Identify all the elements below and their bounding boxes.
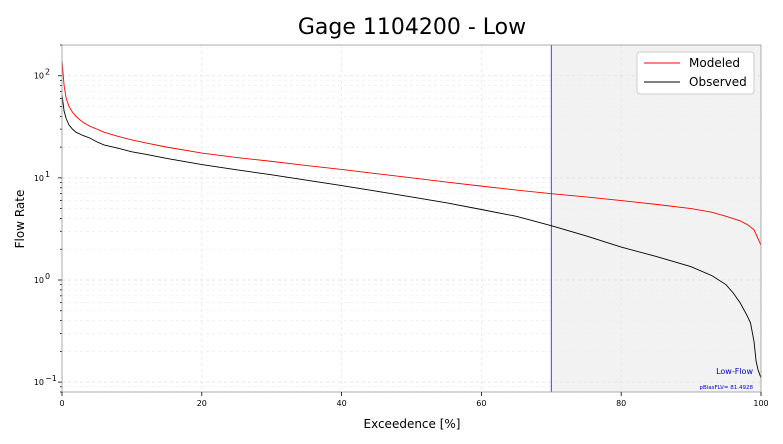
x-tick-label: 100 — [753, 399, 768, 408]
y-axis-label: Flow Rate — [13, 190, 27, 249]
x-tick-label: 80 — [616, 399, 626, 408]
x-tick-label: 60 — [476, 399, 486, 408]
y-tick-exponent: 2 — [45, 68, 50, 77]
low-flow-label: Low-Flow — [716, 367, 753, 376]
plot-frame — [61, 44, 762, 393]
chart-title: Gage 1104200 - Low — [298, 15, 526, 40]
y-tick-label: 10 — [34, 174, 44, 183]
x-tick-label: 40 — [337, 399, 347, 408]
pbias-flv-label: pBiasFLV= 81.4928 — [699, 385, 753, 391]
series-line-observed — [61, 94, 762, 379]
y-tick-label: 10 — [34, 72, 44, 81]
x-axis-label: Exceedence [%] — [363, 417, 460, 431]
y-tick-label: 10 — [34, 276, 44, 285]
legend-label-observed: Observed — [689, 75, 747, 89]
y-tick-exponent: 1 — [45, 170, 50, 179]
x-tick-label: 20 — [197, 399, 207, 408]
series-line-modeled — [61, 60, 762, 246]
y-tick-exponent: −1 — [45, 374, 57, 383]
legend-label-modeled: Modeled — [689, 56, 740, 70]
y-tick-label: 10 — [34, 378, 44, 387]
x-tick-label: 0 — [59, 399, 64, 408]
y-tick-exponent: 0 — [45, 272, 50, 281]
